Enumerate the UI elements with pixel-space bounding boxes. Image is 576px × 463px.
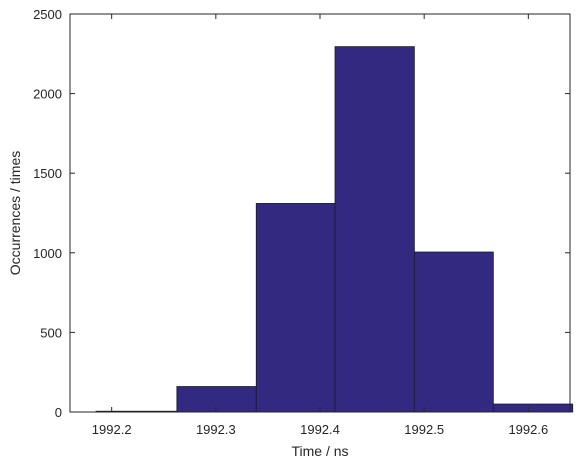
y-tick-label: 0 [55, 405, 62, 420]
y-tick-label: 1500 [33, 166, 62, 181]
x-tick-label: 1992.6 [508, 422, 548, 437]
y-tick-label: 1000 [33, 246, 62, 261]
histogram-bar [176, 386, 257, 413]
x-tick-label: 1992.5 [404, 422, 444, 437]
y-tick-label: 2500 [33, 7, 62, 22]
y-tick-label: 500 [40, 325, 62, 340]
x-tick-label: 1992.3 [196, 422, 236, 437]
histogram-bar [413, 251, 494, 413]
histogram-bar [255, 203, 336, 413]
histogram-bar [492, 403, 574, 413]
x-tick-label: 1992.4 [300, 422, 340, 437]
x-tick-label: 1992.2 [92, 422, 132, 437]
ticks-group: 1992.2 1992.3 1992.4 1992.5 1992.6 0 500 1000 15… [33, 7, 570, 437]
y-tick-label: 2000 [33, 87, 62, 102]
bars-group [95, 46, 574, 413]
histogram-bar [334, 46, 415, 413]
y-axis-label: Occurrences / times [7, 151, 23, 275]
x-axis-label: Time / ns [291, 443, 348, 459]
